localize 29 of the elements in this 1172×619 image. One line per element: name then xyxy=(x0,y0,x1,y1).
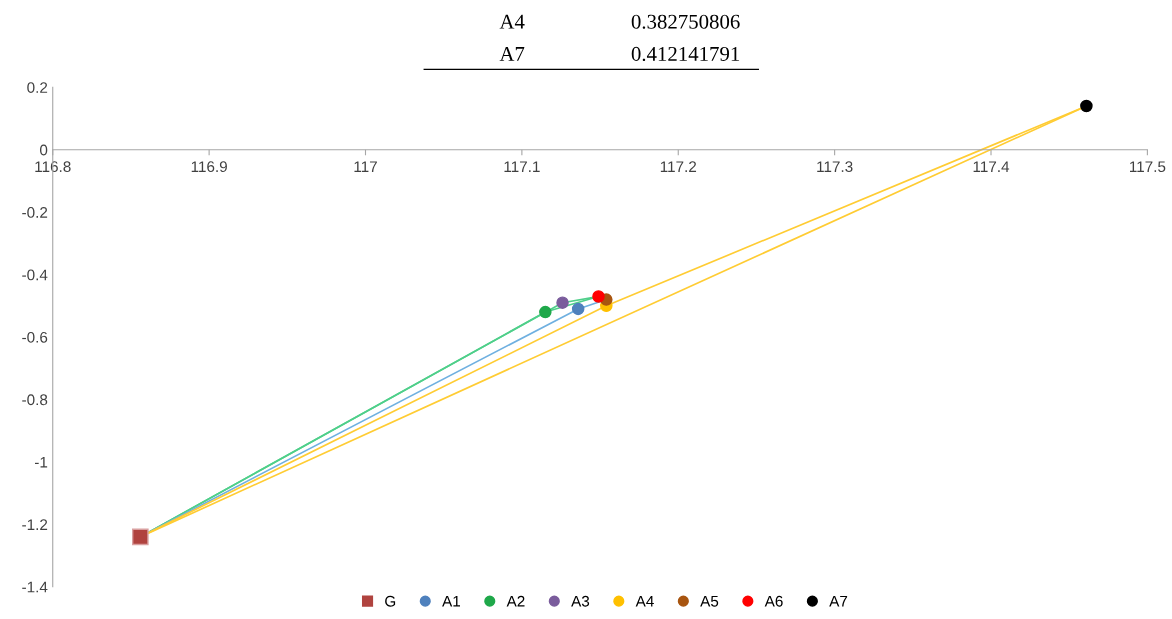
y-tick-label: 0 xyxy=(39,144,48,156)
x-tick-label: 116.9 xyxy=(191,161,227,173)
legend-label: A6 xyxy=(764,595,783,607)
x-tick-label: 117.2 xyxy=(660,161,697,172)
text: A7 xyxy=(499,46,525,61)
legend-label: A2 xyxy=(506,595,525,607)
legend-label: A3 xyxy=(571,595,590,607)
x-tick-label: 117.5 xyxy=(1130,161,1166,173)
y-tick-label: -1.4 xyxy=(22,581,48,593)
text: A4 xyxy=(499,14,525,29)
legend-label: A1 xyxy=(442,595,460,607)
x-tick-label: 117.3 xyxy=(817,161,853,173)
y-tick-label: -1.2 xyxy=(22,519,48,530)
legend-label: A7 xyxy=(829,595,848,607)
x-tick-label: 117.4 xyxy=(973,161,1010,172)
y-tick-label: -0.2 xyxy=(22,207,48,218)
legend-label: A5 xyxy=(700,595,719,607)
text: 0.382750806 xyxy=(631,14,740,29)
legend-label: A4 xyxy=(635,595,654,607)
y-tick-label: -0.4 xyxy=(22,269,48,281)
y-tick-label: -1 xyxy=(34,456,48,468)
text: 0.412141791 xyxy=(631,46,740,62)
y-tick-label: 0.2 xyxy=(27,82,48,93)
x-tick-label: 117 xyxy=(354,161,377,172)
y-tick-label: -0.8 xyxy=(22,394,48,406)
x-tick-label: 116.8 xyxy=(35,161,71,173)
legend-label: G xyxy=(385,595,396,607)
y-tick-label: -0.6 xyxy=(22,331,48,343)
x-tick-label: 117.1 xyxy=(504,161,540,172)
